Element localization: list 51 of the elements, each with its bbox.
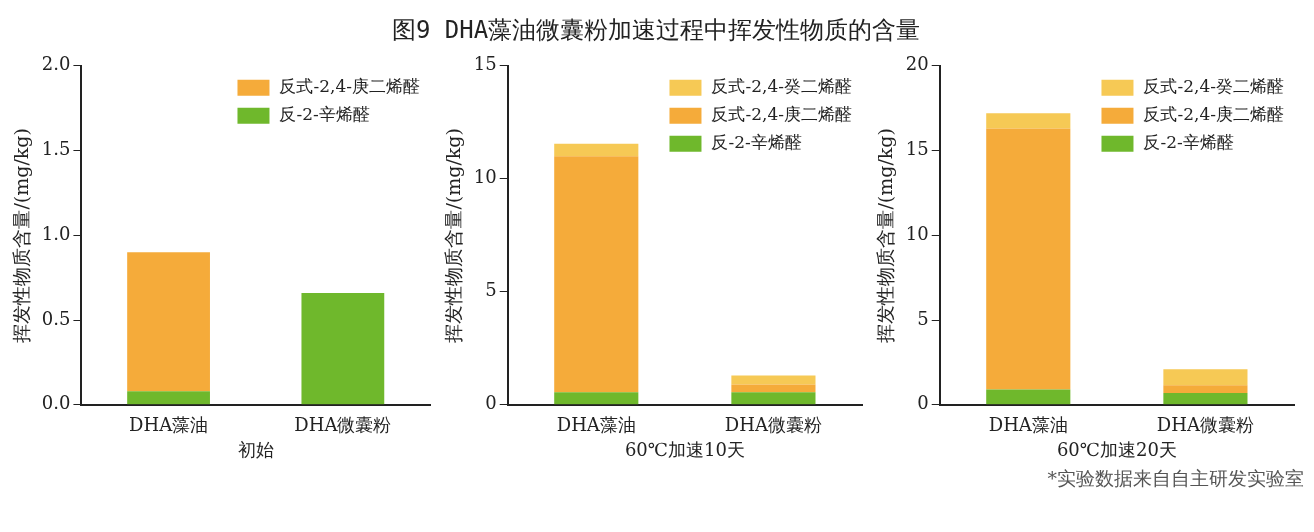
bar (731, 384, 816, 393)
y-tick-label: 15 (905, 138, 929, 160)
y-tick-label: 0 (485, 392, 497, 414)
bar (1163, 392, 1248, 405)
bar (731, 392, 816, 405)
chart-title: 图9 DHA藻油微囊粉加速过程中挥发性物质的含量 (391, 15, 921, 46)
y-tick-label: 2.0 (41, 53, 71, 75)
x-axis-title: 60℃加速10天 (624, 438, 745, 460)
x-axis-title: 初始 (237, 438, 274, 460)
y-axis-title: 挥发性物质含量/(mg/kg) (874, 128, 897, 343)
y-tick-label: 0.5 (41, 307, 71, 329)
bar (1163, 385, 1248, 393)
bar (301, 292, 385, 405)
bar (127, 252, 210, 392)
y-axis-title: 挥发性物质含量/(mg/kg) (442, 128, 465, 343)
bar (127, 391, 210, 405)
legend-label: 反式-2,4-庚二烯醛 (279, 76, 421, 97)
bar (554, 156, 639, 393)
y-tick-label: 1.5 (41, 138, 71, 160)
legend-label: 反-2-辛烯醛 (279, 104, 370, 125)
y-tick-label: 1.0 (41, 222, 71, 244)
y-tick-label: 5 (485, 279, 497, 301)
y-tick-label: 10 (473, 166, 497, 188)
y-tick-label: 0.0 (41, 392, 71, 414)
legend-label: 反式-2,4-癸二烯醛 (711, 76, 853, 97)
x-tick-label: DHA微囊粉 (1156, 414, 1254, 436)
y-axis-title: 挥发性物质含量/(mg/kg) (10, 128, 33, 343)
x-tick-label: DHA藻油 (988, 414, 1068, 436)
bar (986, 113, 1071, 129)
y-tick-label: 20 (905, 53, 929, 75)
y-tick-label: 15 (473, 53, 497, 75)
legend-label: 反-2-辛烯醛 (711, 132, 802, 153)
legend-label: 反式-2,4-庚二烯醛 (1143, 104, 1285, 125)
bar (986, 128, 1071, 390)
x-tick-label: DHA微囊粉 (724, 414, 822, 436)
bar (986, 389, 1071, 405)
legend-label: 反式-2,4-庚二烯醛 (711, 104, 853, 125)
x-tick-label: DHA藻油 (129, 414, 209, 436)
bar (554, 392, 639, 405)
bar (731, 375, 816, 385)
y-tick-label: 10 (905, 222, 929, 244)
legend-label: 反式-2,4-癸二烯醛 (1143, 76, 1285, 97)
bar (1163, 369, 1248, 386)
y-tick-label: 5 (917, 307, 929, 329)
bar (554, 143, 639, 157)
y-tick-label: 0 (917, 392, 929, 414)
x-tick-label: DHA藻油 (556, 414, 636, 436)
text: *实验数据来自自主研发实验室 (1047, 466, 1304, 491)
x-axis-title: 60℃加速20天 (1056, 438, 1177, 460)
legend-label: 反-2-辛烯醛 (1143, 132, 1234, 153)
x-tick-label: DHA微囊粉 (294, 414, 392, 436)
